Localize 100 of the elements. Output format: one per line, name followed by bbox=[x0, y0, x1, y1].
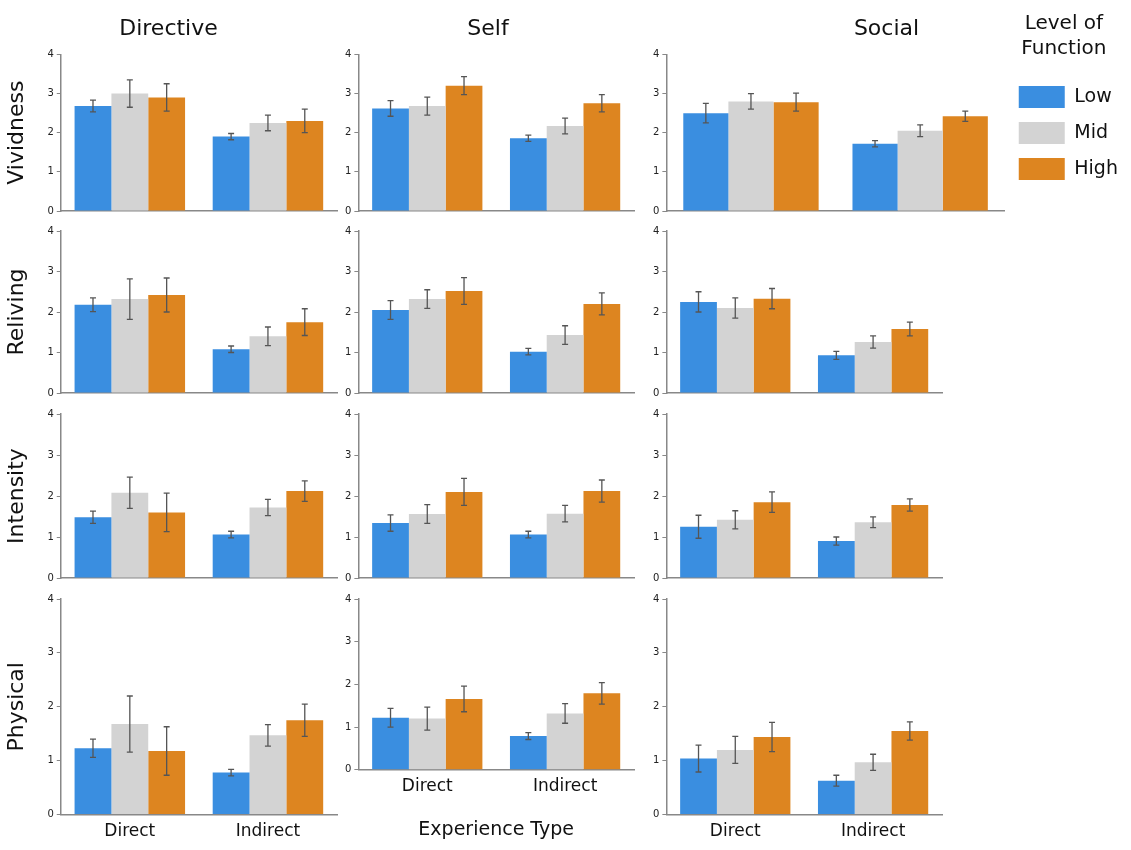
chart-title: Self bbox=[467, 14, 510, 40]
y-tick-label: 2 bbox=[344, 126, 352, 138]
bar bbox=[74, 517, 112, 578]
legend-label: Low bbox=[1074, 83, 1112, 106]
bar bbox=[445, 290, 483, 393]
bar bbox=[249, 735, 287, 815]
bar bbox=[74, 748, 112, 815]
y-tick-label: 2 bbox=[652, 700, 660, 712]
y-tick-label: 3 bbox=[47, 448, 54, 460]
bar bbox=[753, 736, 791, 815]
bar bbox=[680, 758, 717, 815]
y-tick-label: 1 bbox=[652, 346, 660, 358]
bar bbox=[680, 301, 717, 393]
y-tick-label: 4 bbox=[47, 47, 54, 59]
x-tick-label: Direct bbox=[709, 820, 762, 841]
bar bbox=[212, 349, 250, 393]
y-tick-label: 0 bbox=[344, 571, 352, 583]
bar bbox=[372, 309, 409, 393]
y-tick-label: 2 bbox=[344, 677, 352, 689]
y-tick-label: 4 bbox=[652, 592, 660, 604]
y-tick-label: 2 bbox=[344, 305, 352, 317]
legend-label: High bbox=[1074, 155, 1118, 178]
x-tick-label: Indirect bbox=[840, 820, 906, 841]
y-tick-label: 2 bbox=[47, 489, 54, 501]
y-tick-label: 0 bbox=[652, 386, 660, 398]
y-tick-label: 1 bbox=[344, 530, 352, 542]
bar bbox=[753, 502, 791, 578]
y-axis-title: Reliving bbox=[2, 268, 28, 356]
y-tick-label: 0 bbox=[47, 808, 54, 820]
x-axis-title: Experience Type bbox=[418, 816, 574, 839]
bar bbox=[286, 720, 324, 815]
y-tick-label: 0 bbox=[652, 571, 660, 583]
bar bbox=[583, 491, 621, 578]
bar bbox=[854, 341, 892, 393]
bar bbox=[753, 298, 791, 393]
y-tick-label: 4 bbox=[47, 407, 54, 419]
bar bbox=[854, 522, 892, 578]
bar bbox=[445, 491, 483, 578]
bar bbox=[680, 526, 717, 578]
bar bbox=[212, 534, 250, 578]
y-tick-label: 1 bbox=[47, 754, 54, 766]
bar bbox=[509, 351, 547, 393]
y-tick-label: 1 bbox=[344, 346, 352, 358]
y-tick-label: 0 bbox=[652, 808, 660, 820]
bar bbox=[716, 749, 754, 815]
bar bbox=[249, 122, 287, 211]
y-tick-label: 4 bbox=[344, 592, 352, 604]
y-tick-label: 4 bbox=[47, 592, 54, 604]
y-tick-label: 4 bbox=[344, 47, 352, 59]
bar bbox=[286, 491, 324, 578]
bar bbox=[445, 85, 483, 211]
y-axis-title: Intensity bbox=[2, 448, 28, 544]
bar bbox=[408, 718, 446, 770]
bar bbox=[817, 780, 855, 815]
bar bbox=[212, 136, 250, 211]
y-tick-label: 0 bbox=[47, 204, 54, 216]
bar bbox=[286, 120, 324, 211]
bar bbox=[445, 698, 483, 770]
bar bbox=[716, 307, 754, 393]
y-tick-label: 1 bbox=[47, 530, 54, 542]
y-tick-label: 4 bbox=[652, 224, 660, 236]
bar bbox=[891, 329, 929, 393]
bar bbox=[891, 731, 929, 815]
bar bbox=[408, 299, 446, 393]
legend-label: Mid bbox=[1074, 119, 1108, 142]
bar bbox=[111, 299, 149, 393]
y-axis-title: Physical bbox=[2, 662, 28, 752]
bar bbox=[372, 108, 409, 211]
y-axis-title: Vividness bbox=[2, 80, 28, 185]
y-tick-label: 1 bbox=[344, 165, 352, 177]
bar bbox=[773, 102, 819, 211]
bar bbox=[74, 106, 112, 211]
bar bbox=[509, 736, 547, 770]
y-tick-label: 0 bbox=[47, 386, 54, 398]
bar bbox=[546, 713, 584, 770]
bar bbox=[408, 514, 446, 578]
bar bbox=[148, 97, 186, 211]
bar bbox=[509, 534, 547, 578]
bar bbox=[148, 751, 186, 815]
y-tick-label: 4 bbox=[652, 47, 660, 59]
bar bbox=[212, 772, 250, 815]
bar bbox=[583, 693, 621, 770]
y-tick-label: 2 bbox=[652, 305, 660, 317]
y-tick-label: 3 bbox=[47, 265, 54, 277]
bar bbox=[817, 541, 855, 578]
y-tick-label: 3 bbox=[344, 448, 352, 460]
y-tick-label: 1 bbox=[652, 530, 660, 542]
y-tick-label: 0 bbox=[344, 386, 352, 398]
bar bbox=[891, 505, 929, 578]
y-tick-label: 2 bbox=[47, 305, 54, 317]
x-tick-label: Indirect bbox=[532, 775, 598, 796]
x-tick-label: Direct bbox=[104, 820, 156, 841]
bar bbox=[148, 294, 186, 393]
bar bbox=[546, 513, 584, 578]
y-tick-label: 3 bbox=[47, 87, 54, 99]
bar bbox=[852, 143, 898, 211]
y-tick-label: 1 bbox=[652, 165, 660, 177]
y-tick-label: 4 bbox=[344, 407, 352, 419]
y-tick-label: 2 bbox=[47, 126, 54, 138]
y-tick-label: 3 bbox=[652, 448, 660, 460]
